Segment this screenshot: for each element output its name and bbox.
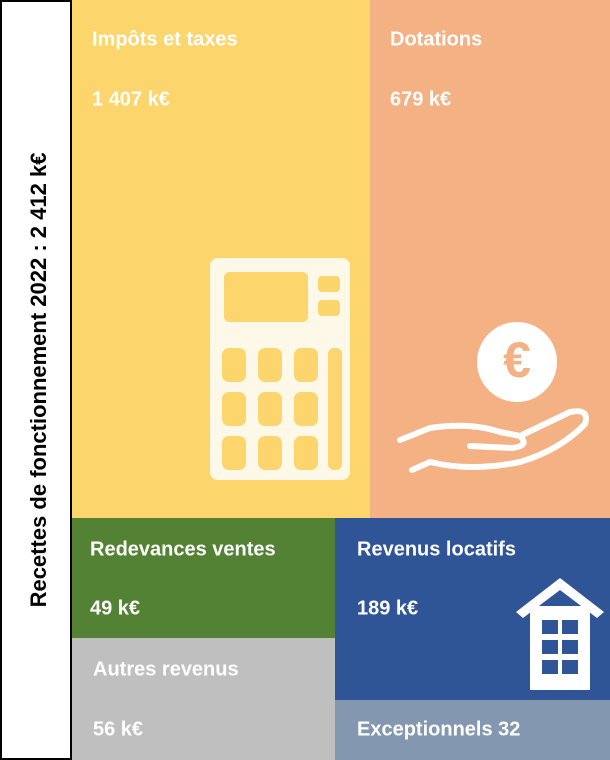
- amount: 679 k€: [390, 88, 451, 110]
- svg-text:€: €: [503, 332, 531, 388]
- label: Impôts et taxes: [92, 28, 238, 50]
- calculator-icon: [210, 258, 350, 480]
- label: Exceptionnels 32: [357, 718, 520, 740]
- amount: 56 k€: [93, 718, 143, 740]
- label: Autres revenus: [93, 658, 239, 680]
- label: Revenus locatifs: [357, 538, 516, 560]
- title-box: [0, 0, 72, 760]
- amount: 189 k€: [357, 597, 418, 619]
- title: Recettes de fonctionnement 2022 : 2 412 …: [26, 153, 51, 608]
- amount: 49 k€: [90, 597, 140, 619]
- label: Redevances ventes: [90, 538, 276, 560]
- tile-redevances: [72, 518, 335, 638]
- tile-autres: [72, 638, 335, 760]
- label: Dotations: [390, 28, 482, 50]
- tile-exceptionnels: [335, 700, 610, 760]
- euro-hand-icon: €: [397, 322, 589, 473]
- amount: 1 407 k€: [92, 88, 170, 110]
- building-icon: [516, 578, 604, 690]
